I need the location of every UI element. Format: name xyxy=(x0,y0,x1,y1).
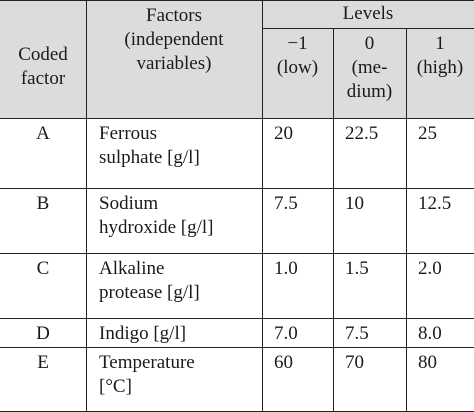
text-line: Sodium xyxy=(99,193,159,214)
factor-cell: Indigo [g/l] xyxy=(86,318,262,347)
text-line: C xyxy=(36,258,50,279)
level-cell: 7.5 xyxy=(262,188,333,253)
rule xyxy=(0,253,474,254)
text-line: A xyxy=(36,123,50,144)
level-cell: 7.5 xyxy=(333,318,406,347)
header-coded-factor: Coded factor xyxy=(0,28,86,118)
rule xyxy=(0,188,474,189)
text-line: variables) xyxy=(136,53,212,74)
text-line: 0 xyxy=(364,33,375,54)
code-cell: C xyxy=(0,253,86,318)
code-cell: B xyxy=(0,188,86,253)
code-cell: A xyxy=(0,118,86,188)
rule xyxy=(86,0,87,412)
factor-cell: Ferrous sulphate [g/l] xyxy=(86,118,262,188)
rule xyxy=(406,28,407,412)
code-cell: E xyxy=(0,347,86,412)
text-line: 20 xyxy=(274,123,293,144)
text-line: 70 xyxy=(345,352,364,373)
text-line: dium) xyxy=(346,81,393,102)
text-line: factor xyxy=(20,68,66,89)
text-line: Coded xyxy=(18,44,68,65)
text-line: (low) xyxy=(276,57,319,78)
text-line: hydroxide [g/l] xyxy=(99,217,214,238)
text-line: Indigo [g/l] xyxy=(99,323,187,344)
level-cell: 8.0 xyxy=(406,318,474,347)
text-line: Alkaline xyxy=(99,258,165,279)
rule xyxy=(262,0,263,412)
text-line: D xyxy=(36,323,50,344)
header-level: 1 (high) xyxy=(406,28,474,118)
text-line: 60 xyxy=(274,352,293,373)
text-line: 25 xyxy=(418,123,437,144)
text-line: (independent xyxy=(124,29,224,50)
factor-cell: Alkaline protease [g/l] xyxy=(86,253,262,318)
text-line: Levels xyxy=(342,3,394,24)
text-line: 1.0 xyxy=(274,258,298,279)
text-line: Factors xyxy=(146,5,202,26)
level-cell: 12.5 xyxy=(406,188,474,253)
header-level: −1 (low) xyxy=(262,28,333,118)
text-line: 12.5 xyxy=(418,193,452,214)
header-level: 0 (me-dium) xyxy=(333,28,406,118)
text-line: (me- xyxy=(351,57,388,78)
rule xyxy=(0,118,474,119)
text-line: protease [g/l] xyxy=(99,282,200,303)
text-line: 8.0 xyxy=(418,323,442,344)
text-line: E xyxy=(37,352,49,373)
text-line: B xyxy=(36,193,50,214)
rule xyxy=(0,347,474,348)
text-line: [°C] xyxy=(99,376,132,397)
level-cell: 80 xyxy=(406,347,474,412)
level-cell: 25 xyxy=(406,118,474,188)
level-cell: 60 xyxy=(262,347,333,412)
rule xyxy=(333,28,334,412)
header-background xyxy=(0,0,474,118)
text-line: 10 xyxy=(345,193,364,214)
text-line: 1 xyxy=(435,33,445,54)
text-line: Ferrous xyxy=(99,123,158,144)
text-line: 22.5 xyxy=(345,123,379,144)
level-cell: 2.0 xyxy=(406,253,474,318)
code-cell: D xyxy=(0,318,86,347)
text-line: 80 xyxy=(418,352,437,373)
text-line: (high) xyxy=(416,57,464,78)
factor-cell: Temperature [°C] xyxy=(86,347,262,412)
level-cell: 22.5 xyxy=(333,118,406,188)
text-line: sulphate [g/l] xyxy=(99,147,200,168)
header-factors: Factors (independent variables) xyxy=(86,0,262,118)
level-cell: 1.0 xyxy=(262,253,333,318)
level-cell: 20 xyxy=(262,118,333,188)
level-cell: 1.5 xyxy=(333,253,406,318)
level-cell: 7.0 xyxy=(262,318,333,347)
level-cell: 70 xyxy=(333,347,406,412)
text-line: 7.0 xyxy=(274,323,298,344)
text-line: 7.5 xyxy=(345,323,369,344)
header-levels: Levels xyxy=(262,0,474,28)
text-line: 7.5 xyxy=(274,193,298,214)
text-line: 2.0 xyxy=(418,258,442,279)
rule xyxy=(262,28,474,29)
text-line: Temperature xyxy=(99,352,195,373)
rule xyxy=(0,318,474,319)
text-line: 1.5 xyxy=(345,258,369,279)
text-line: −1 xyxy=(287,33,308,54)
level-cell: 10 xyxy=(333,188,406,253)
factor-cell: Sodium hydroxide [g/l] xyxy=(86,188,262,253)
rule xyxy=(0,0,474,1)
